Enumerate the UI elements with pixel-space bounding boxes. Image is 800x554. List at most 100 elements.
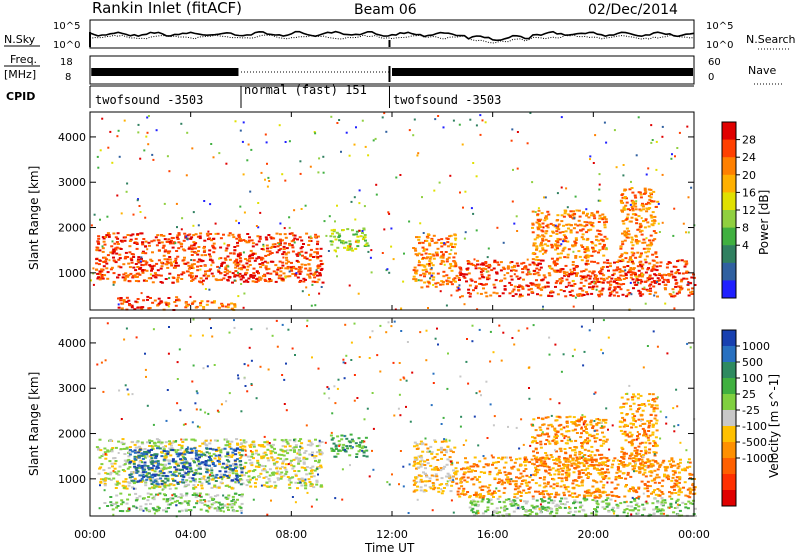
- power-ytick-label: 1000: [58, 267, 86, 280]
- power-cell-b4: [422, 264, 426, 267]
- velocity-cell-b5: [462, 476, 466, 479]
- power-cell-b0: [205, 277, 208, 280]
- power-scatter-cell: [408, 220, 411, 223]
- power-cell-b7: [621, 210, 624, 213]
- power-cell-b6: [535, 248, 538, 251]
- power-cell-b5: [536, 286, 540, 289]
- power-cell-b6: [544, 215, 548, 218]
- velocity-cell-b0: [111, 465, 114, 468]
- velocity-cell-b5: [557, 477, 561, 479]
- power-cell-b4: [435, 241, 439, 244]
- power-cell-b6: [600, 217, 603, 220]
- power-cell-b5: [529, 282, 533, 285]
- velocity-cell-b5: [577, 494, 581, 497]
- velocity-cell-b0: [143, 466, 147, 469]
- power-cell-b0: [258, 263, 262, 266]
- power-cell-b6: [571, 214, 575, 217]
- velocity-cell-b0: [104, 472, 108, 475]
- power-cell-b6: [577, 250, 581, 253]
- velocity-cell-b5: [481, 496, 485, 499]
- velocity-cell-b0: [148, 477, 152, 480]
- power-scatter-cell: [440, 262, 443, 264]
- velocity-cell-b5: [548, 496, 552, 499]
- power-cell-b0: [198, 280, 201, 283]
- velocity-cell-b5: [673, 470, 677, 473]
- power-cell-b5: [608, 291, 612, 294]
- power-cell-b5: [667, 261, 671, 264]
- velocity-cell-b2: [239, 509, 243, 512]
- velocity-cell-b0: [127, 455, 131, 458]
- velocity-cell-b5: [505, 478, 509, 481]
- power-scatter-cell: [284, 179, 287, 182]
- velocity-cell-b0: [222, 475, 226, 478]
- velocity-cell-b0: [269, 452, 273, 455]
- velocity-cell-b0: [297, 450, 301, 453]
- power-cell-b0: [267, 280, 271, 283]
- power-cell-b5: [677, 285, 680, 288]
- velocity-cell-b0: [260, 457, 264, 460]
- power-cell-b0: [110, 245, 114, 248]
- power-cell-b1: [147, 307, 151, 310]
- power-cell-b4: [414, 253, 418, 256]
- velocity-cell-b5: [631, 468, 635, 471]
- power-cell-b5: [683, 260, 687, 263]
- power-scatter-cell: [386, 268, 389, 271]
- power-cell-b6: [556, 225, 560, 228]
- velocity-cell-b0: [154, 484, 158, 487]
- velocity-cell-b2: [194, 494, 198, 497]
- power-cell-b6: [588, 222, 592, 225]
- power-cell-b0: [265, 250, 269, 253]
- velocity-cell-b0: [226, 441, 230, 444]
- velocity-cell-b1: [133, 465, 137, 468]
- power-cell-b4: [421, 258, 425, 260]
- velocity-cell-b1: [138, 448, 142, 451]
- velocity-cell-b5: [593, 496, 597, 499]
- power-cell-b0: [290, 261, 293, 264]
- velocity-cell-b2: [227, 494, 231, 497]
- velocity-cell-b5: [674, 484, 678, 487]
- power-cell-b0: [225, 272, 229, 275]
- power-cell-b5: [641, 287, 645, 290]
- velocity-cell-b0: [288, 486, 292, 489]
- power-cell-b0: [123, 257, 127, 260]
- power-scatter-cell: [539, 244, 542, 247]
- velocity-cell-b5: [612, 459, 615, 462]
- power-cell-b4: [434, 282, 438, 285]
- power-cell-b0: [97, 235, 101, 238]
- power-cell-b5: [484, 261, 488, 263]
- velocity-cell-b5: [468, 495, 472, 498]
- power-cell-b5: [515, 275, 519, 278]
- velocity-cell-b5: [648, 470, 652, 473]
- power-scatter-cell: [624, 269, 627, 272]
- velocity-cell-b2: [155, 493, 158, 496]
- velocity-cell-b5: [646, 466, 650, 469]
- power-cell-b0: [251, 280, 255, 283]
- power-cell-b5: [638, 274, 642, 277]
- velocity-cell-b5: [543, 460, 547, 463]
- power-cell-b5: [526, 268, 530, 271]
- velocity-cell-b1: [151, 476, 155, 479]
- power-cell-b4: [442, 260, 446, 263]
- power-cell-b5: [647, 267, 650, 270]
- velocity-cell-b0: [262, 476, 266, 479]
- power-cell-b0: [199, 265, 203, 267]
- power-scatter-cell: [388, 271, 391, 274]
- velocity-cell-b5: [560, 473, 564, 476]
- velocity-cell-b5: [476, 465, 480, 468]
- velocity-cell-b5: [670, 491, 674, 494]
- velocity-cell-b5: [534, 482, 538, 485]
- power-cell-b0: [285, 256, 288, 259]
- power-cell-b0: [209, 268, 213, 271]
- power-cell-b0: [235, 258, 239, 261]
- power-cell-b0: [252, 276, 255, 279]
- velocity-cell-b1: [133, 451, 137, 454]
- power-cell-b5: [539, 259, 543, 262]
- velocity-cell-b5: [662, 459, 666, 462]
- power-cell-b0: [217, 270, 221, 273]
- power-cell-b0: [112, 232, 116, 235]
- power-cell-b0: [116, 276, 119, 279]
- velocity-cell-b3: [350, 438, 354, 441]
- velocity-cell-b5: [647, 464, 651, 467]
- velocity-cell-b1: [136, 480, 140, 483]
- power-cell-b0: [98, 259, 102, 262]
